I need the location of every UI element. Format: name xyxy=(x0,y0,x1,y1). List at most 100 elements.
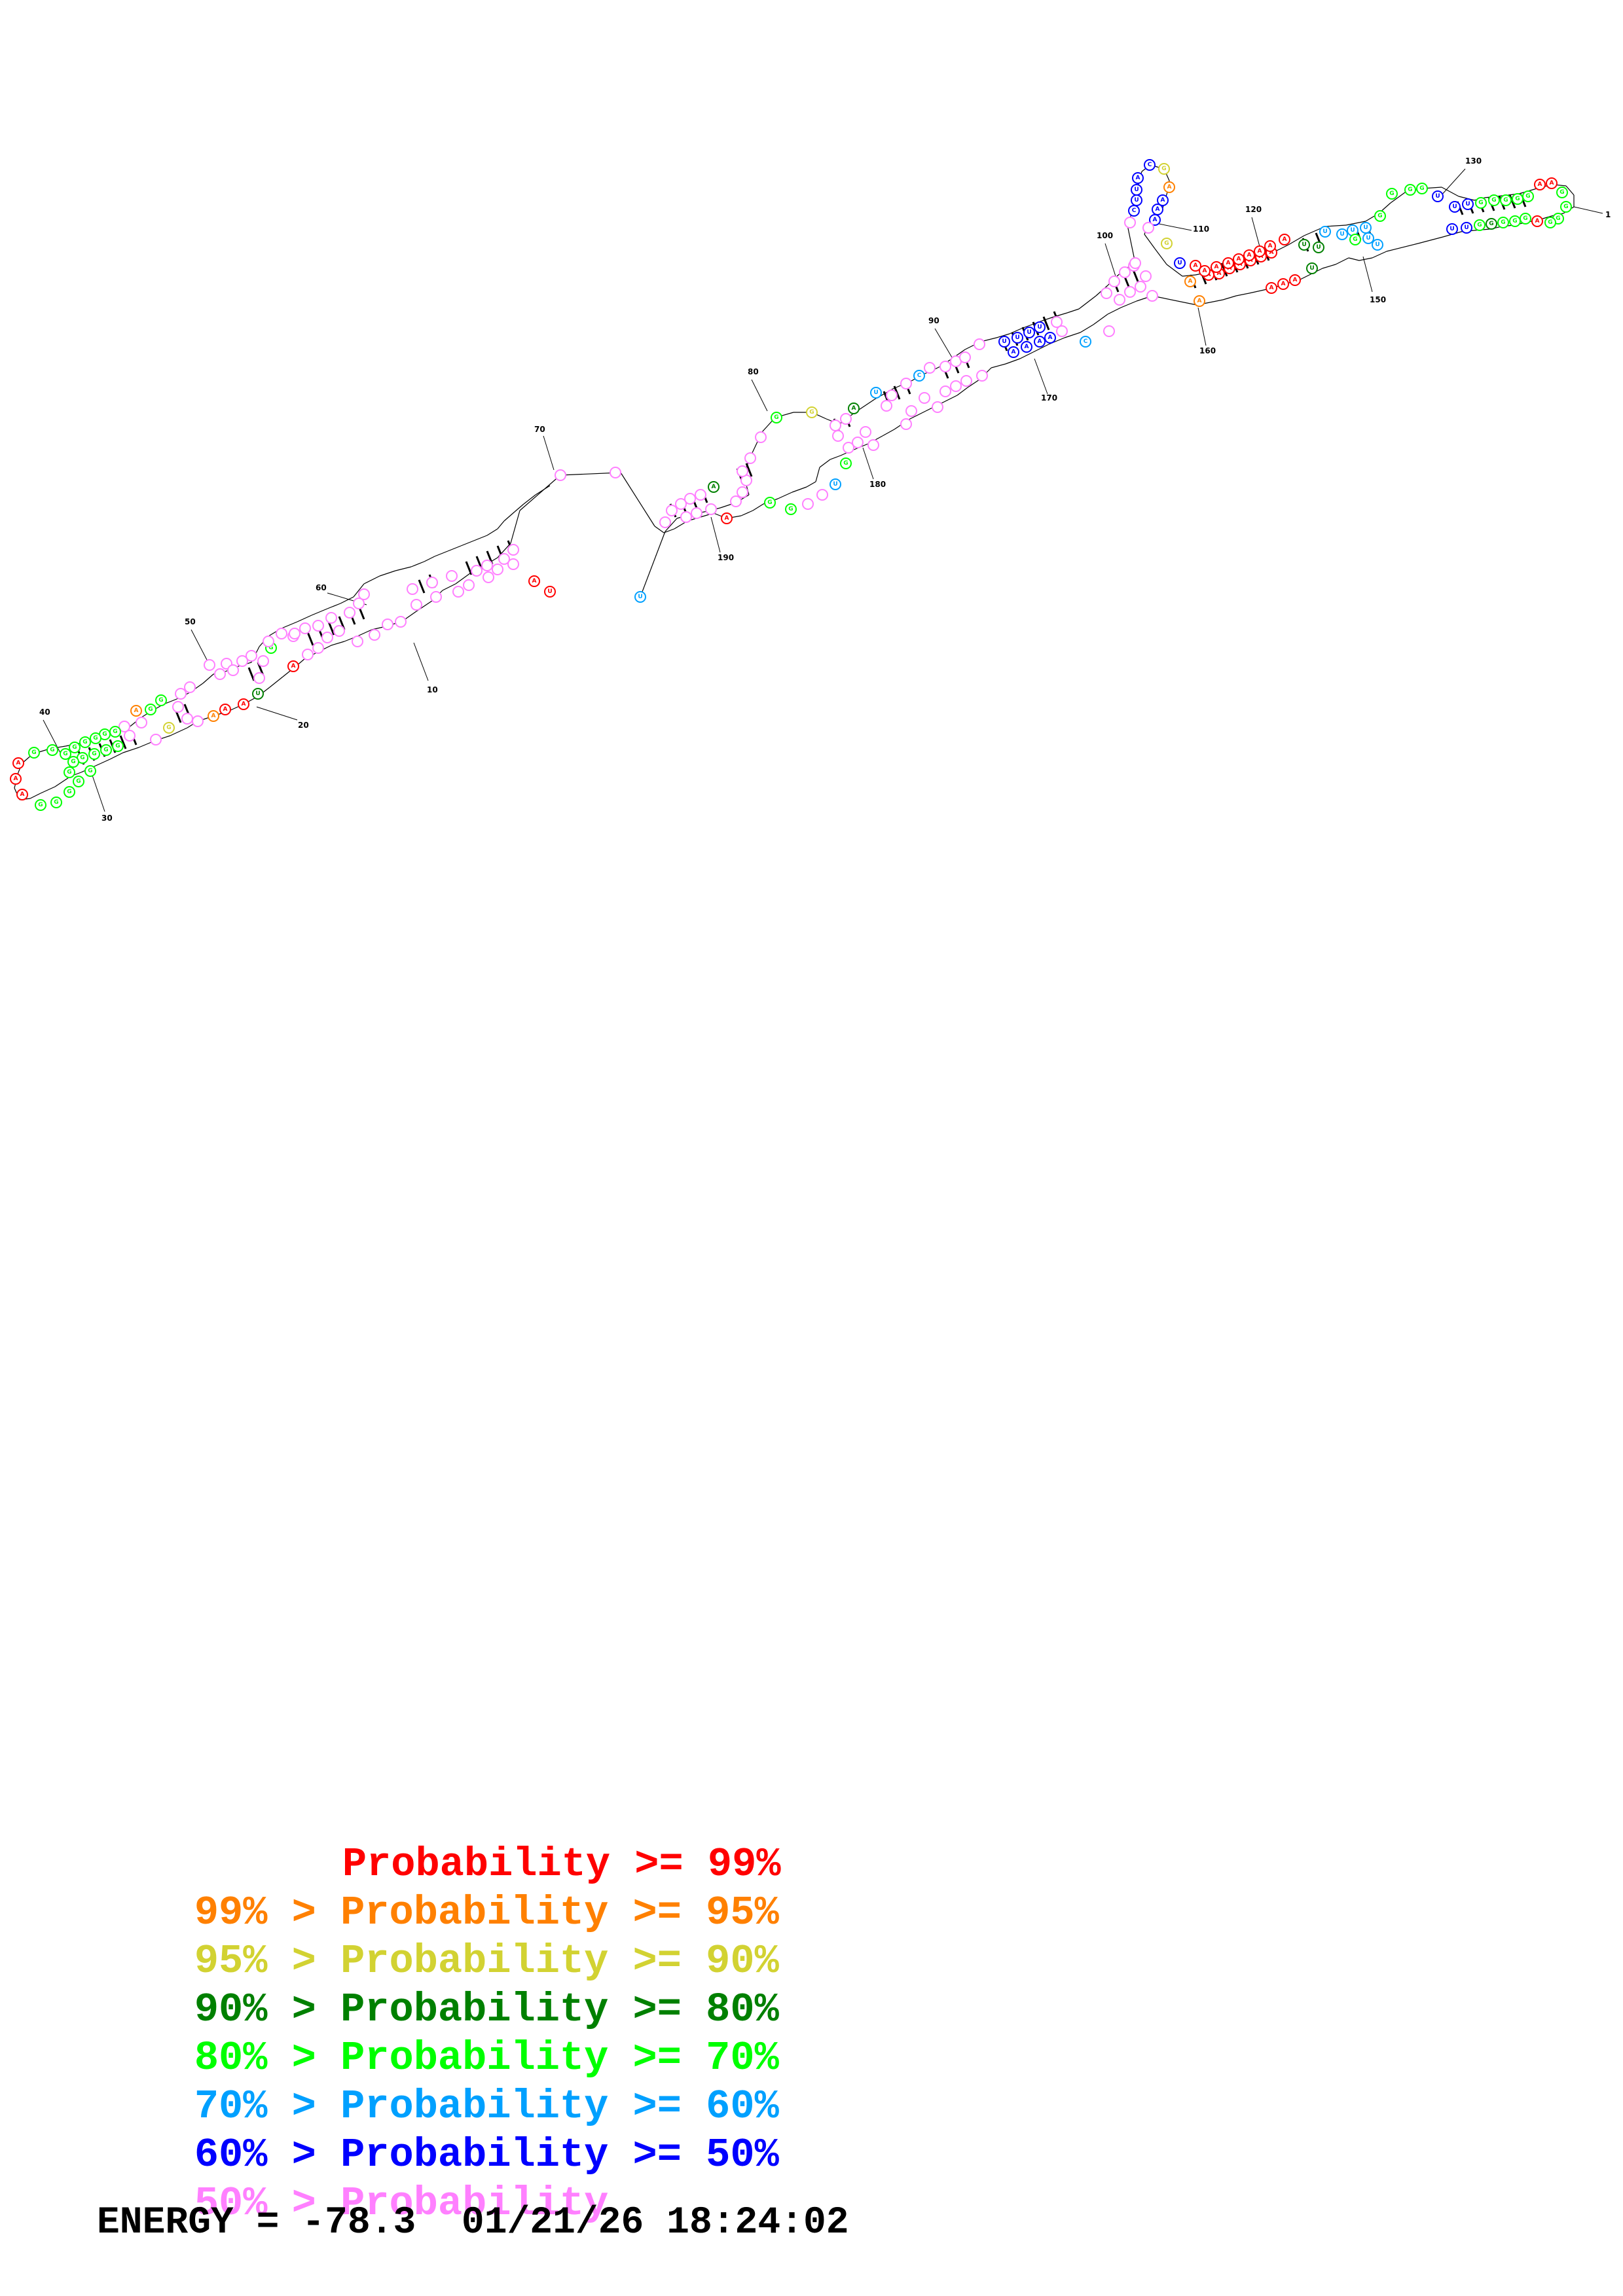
nucleotide xyxy=(764,497,776,509)
nucleotide-letter: G xyxy=(1491,197,1496,204)
nucleotide-letter: G xyxy=(67,769,71,776)
nucleotide-letter: G xyxy=(774,414,778,421)
nucleotide xyxy=(840,413,852,425)
legend-text: Probability >= 95% xyxy=(340,1890,779,1936)
nucleotide xyxy=(64,766,75,778)
nucleotide-letter: G xyxy=(92,751,96,757)
nucleotide xyxy=(1254,245,1266,257)
nucleotide xyxy=(1131,184,1142,196)
nucleotide xyxy=(172,701,184,713)
nucleotide-letter: U xyxy=(255,691,260,697)
nucleotide-letter: A xyxy=(1550,180,1554,187)
legend-prefix: 99% > xyxy=(194,1890,341,1936)
nucleotide xyxy=(900,418,912,430)
base-pair-line xyxy=(418,579,426,594)
nucleotide xyxy=(184,681,196,693)
nucleotide xyxy=(1012,332,1023,344)
backbone-segment xyxy=(1235,293,1250,296)
nucleotide xyxy=(1158,163,1170,175)
nucleotide-letter: U xyxy=(1002,338,1006,345)
legend-text: Probability >= 70% xyxy=(340,2035,779,2081)
nucleotide-letter: A xyxy=(211,713,216,719)
nucleotide-letter: G xyxy=(1503,197,1508,204)
nucleotide-letter: A xyxy=(1269,249,1274,256)
backbone-segment xyxy=(331,641,345,646)
nucleotide-letter: A xyxy=(1283,236,1287,243)
label-leader-line xyxy=(934,328,953,358)
nucleotide-letter: G xyxy=(80,755,84,761)
nucleotide xyxy=(1021,341,1032,353)
backbone-segment xyxy=(95,759,111,766)
nucleotide xyxy=(208,710,219,722)
backbone-segment xyxy=(1005,358,1021,365)
nucleotide xyxy=(16,789,28,800)
nucleotide xyxy=(325,612,337,624)
backbone-segment xyxy=(281,621,298,629)
nucleotide xyxy=(1051,316,1063,328)
backbone-segment xyxy=(1288,235,1305,245)
nucleotide xyxy=(1534,179,1546,190)
nucleotide-letter: U xyxy=(1316,244,1321,251)
nucleotide xyxy=(333,625,345,637)
nucleotide-letter: G xyxy=(166,725,171,731)
nucleotide xyxy=(802,498,814,510)
nucleotide xyxy=(744,452,756,464)
nucleotide-letter: G xyxy=(788,506,793,512)
nucleotide-letter: G xyxy=(38,802,43,808)
position-label-190: 190 xyxy=(718,553,734,562)
nucleotide-letter: U xyxy=(1037,324,1042,331)
nucleotide xyxy=(1199,265,1211,277)
backbone-segment xyxy=(1565,185,1575,196)
label-leader-line xyxy=(710,516,721,553)
position-label-150: 150 xyxy=(1370,295,1386,304)
nucleotide-letter: G xyxy=(102,731,107,738)
backbone-segment xyxy=(1209,299,1224,303)
nucleotide xyxy=(100,744,112,756)
backbone-segment xyxy=(1359,257,1373,261)
nucleotide xyxy=(730,495,742,507)
nucleotide xyxy=(471,565,483,577)
nucleotide-letter: A xyxy=(1203,268,1207,274)
nucleotide xyxy=(175,688,187,700)
backbone-segment xyxy=(1064,332,1081,338)
nucleotide xyxy=(1404,184,1416,196)
backbone-segment xyxy=(815,467,820,482)
nucleotide xyxy=(830,478,841,490)
backbone-segment xyxy=(1441,187,1459,197)
nucleotide-letter: A xyxy=(1167,184,1172,190)
nucleotide-letter: C xyxy=(917,372,922,379)
position-label-160: 160 xyxy=(1199,346,1216,355)
position-label-120: 120 xyxy=(1245,205,1262,214)
position-label-110: 110 xyxy=(1193,224,1209,234)
nucleotide xyxy=(1372,239,1383,251)
backbone-segment xyxy=(1390,192,1406,204)
nucleotide-letter: A xyxy=(1269,285,1274,291)
nucleotide xyxy=(483,571,494,583)
nucleotide-letter: U xyxy=(638,594,642,600)
backbone-segment xyxy=(819,459,831,468)
nucleotide xyxy=(1233,253,1245,265)
nucleotide xyxy=(737,465,748,477)
backbone-segment xyxy=(1458,196,1475,201)
backbone-segment xyxy=(830,455,841,460)
backbone-segment xyxy=(663,528,675,533)
legend-text: Probability >= 60% xyxy=(340,2083,779,2130)
nucleotide xyxy=(1174,257,1186,269)
nucleotide xyxy=(299,622,311,634)
nucleotide xyxy=(691,507,702,519)
nucleotide-letter: G xyxy=(88,768,92,774)
nucleotide xyxy=(395,616,407,628)
nucleotide xyxy=(145,704,156,715)
nucleotide xyxy=(1146,290,1158,302)
backbone-segment xyxy=(410,561,425,567)
position-label-60: 60 xyxy=(316,583,327,592)
nucleotide-letter: G xyxy=(1353,236,1357,243)
nucleotide xyxy=(1034,321,1046,333)
backbone-segment xyxy=(424,556,435,562)
nucleotide xyxy=(1497,217,1509,228)
label-leader-line xyxy=(90,769,105,812)
nucleotide-letter: U xyxy=(1302,242,1306,248)
backbone-segment xyxy=(909,410,926,420)
backbone-segment xyxy=(1222,295,1237,300)
backbone-segment xyxy=(442,583,456,591)
